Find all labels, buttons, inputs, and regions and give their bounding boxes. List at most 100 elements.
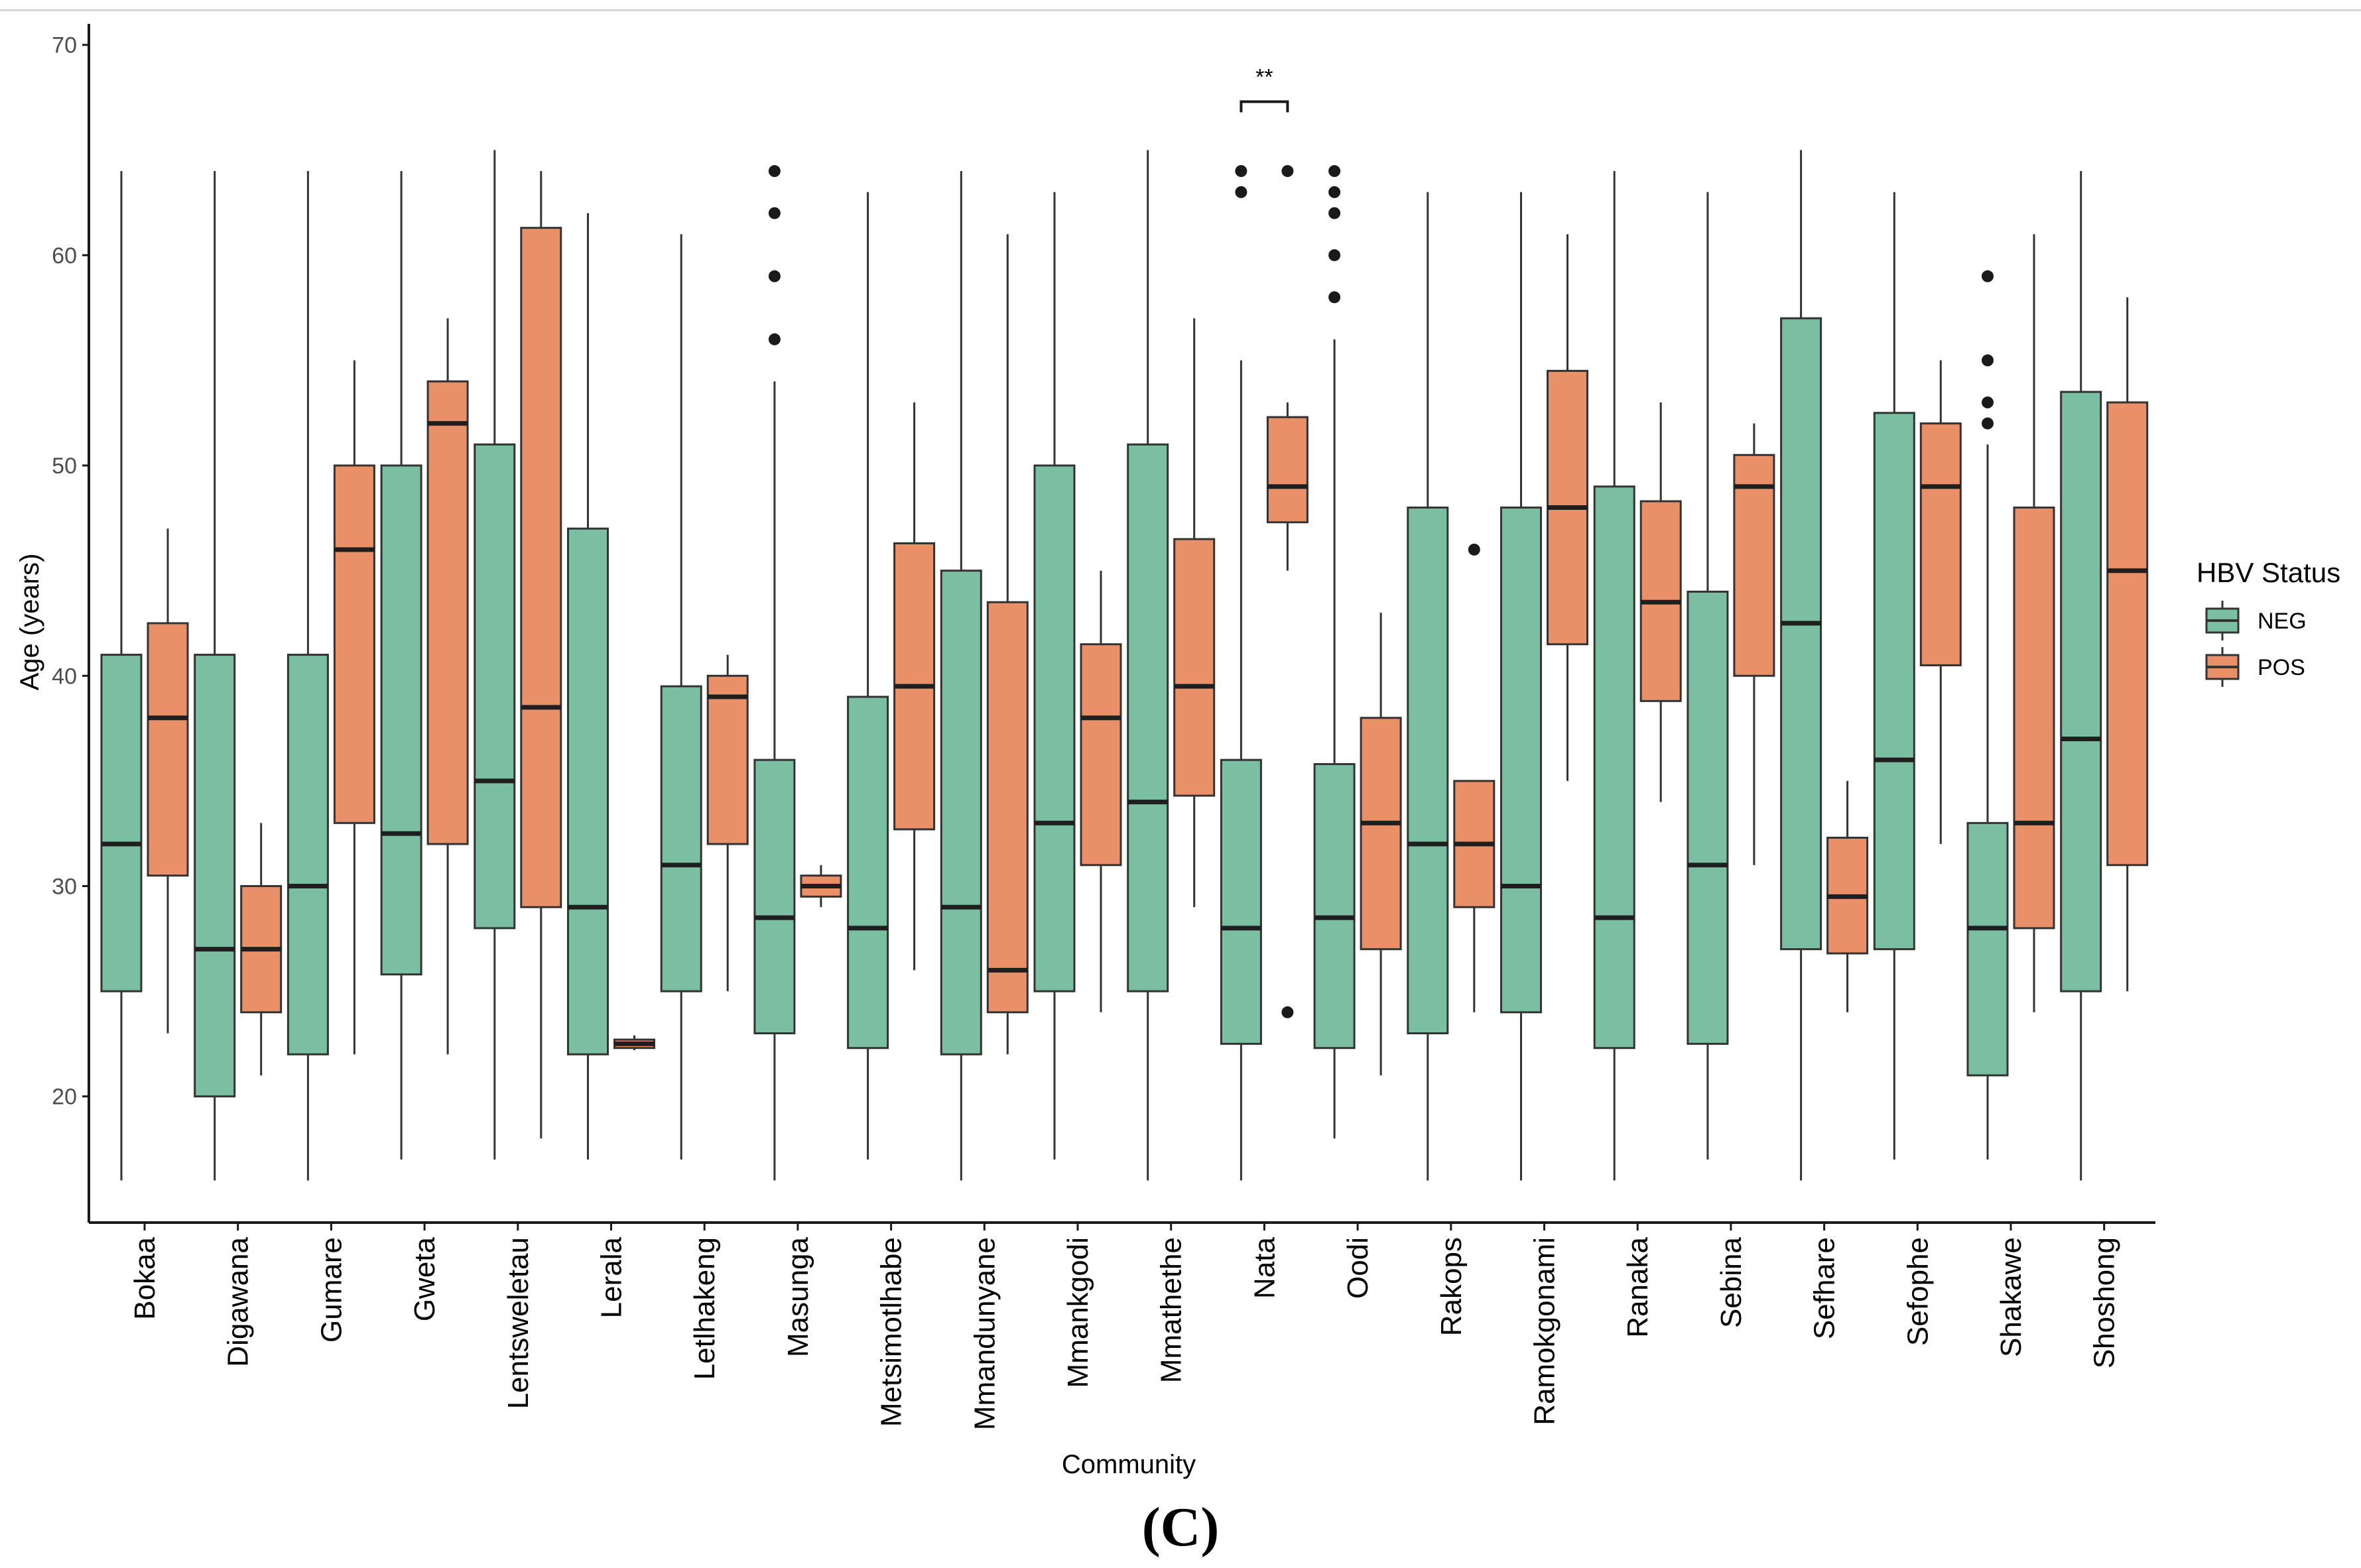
box-neg-lerala — [567, 213, 609, 1160]
box-pos-mmandunyane — [986, 234, 1029, 1055]
box-neg-letlhakeng — [660, 234, 702, 1160]
x-tick-label: Shakawe — [1995, 1237, 2027, 1357]
legend-label-pos: POS — [2258, 655, 2305, 680]
box-iqr — [706, 674, 749, 845]
outlier-point — [1281, 1006, 1294, 1018]
box-pos-nata — [1266, 165, 1308, 1018]
y-tick-label: 40 — [52, 664, 77, 689]
x-tick-label: Sefhare — [1809, 1237, 1841, 1339]
box-iqr — [1966, 821, 2009, 1077]
outlier-point — [1982, 417, 1994, 430]
panel-label: (C) — [1141, 1496, 1220, 1558]
box-iqr — [1313, 763, 1356, 1050]
outlier-point — [768, 207, 781, 219]
box-iqr — [1407, 507, 1449, 1035]
box-iqr — [2106, 401, 2149, 867]
x-tick-label: Bokaa — [129, 1236, 161, 1319]
box-iqr — [1266, 416, 1308, 524]
x-tick-label: Oodi — [1342, 1237, 1374, 1299]
box-iqr — [194, 654, 236, 1098]
outlier-point — [1982, 354, 1994, 367]
box-pos-sebina — [1733, 423, 1775, 865]
box-neg-sefophe — [1873, 192, 1915, 1160]
box-iqr — [426, 380, 469, 845]
significance-bracket — [1240, 100, 1289, 113]
legend: HBV Status NEG POS — [2197, 557, 2340, 687]
y-tick-label: 20 — [52, 1085, 77, 1110]
x-tick-label: Masunga — [782, 1236, 814, 1357]
legend-key-neg — [2205, 601, 2240, 640]
box-iqr — [380, 464, 422, 976]
box-pos-rakops — [1453, 543, 1496, 1012]
y-tick-label: 70 — [52, 33, 77, 58]
box-iqr — [660, 685, 702, 993]
box-iqr — [1780, 317, 1822, 951]
box-iqr — [986, 601, 1029, 1014]
x-tick-label: Sebina — [1715, 1236, 1748, 1328]
outlier-point — [768, 333, 781, 345]
outlier-point — [1328, 165, 1341, 178]
box-iqr — [1220, 758, 1262, 1045]
box-iqr — [940, 570, 982, 1055]
box-neg-gumare — [287, 171, 329, 1181]
box-iqr — [2060, 391, 2102, 993]
box-pos-gweta — [426, 318, 469, 1055]
box-iqr — [753, 758, 796, 1035]
box-neg-digawana — [194, 171, 236, 1181]
box-layer — [100, 150, 2149, 1181]
box-iqr — [147, 622, 189, 877]
x-tick-label: Mmankgodi — [1062, 1237, 1094, 1388]
x-tick-label: Rakops — [1435, 1237, 1468, 1336]
box-neg-masunga — [753, 165, 796, 1181]
box-neg-bokaa — [100, 171, 143, 1181]
box-neg-metsimotlhabe — [847, 192, 889, 1160]
box-iqr — [100, 654, 143, 993]
boxplot-chart: 20 30 40 50 60 70 Bokaa Digawana Gumare Gweta Len… — [15, 24, 2340, 1479]
x-tick-label: Sefophe — [1901, 1237, 1934, 1346]
box-iqr — [567, 527, 609, 1055]
outlier-point — [1468, 543, 1480, 556]
x-axis-ticks: Bokaa Digawana Gumare Gweta Lentsweletau Lera… — [129, 1223, 2121, 1430]
box-iqr — [1033, 464, 1076, 993]
outlier-point — [1281, 165, 1294, 178]
box-pos-shoshong — [2106, 297, 2149, 992]
box-pos-oodi — [1360, 613, 1402, 1075]
box-pos-lentsweletau — [520, 171, 562, 1139]
outlier-point — [1982, 396, 1994, 408]
box-iqr — [474, 443, 516, 930]
box-iqr — [333, 464, 375, 824]
box-neg-oodi — [1313, 165, 1356, 1139]
y-tick-label: 30 — [52, 874, 77, 899]
outlier-point — [1328, 186, 1341, 198]
box-pos-letlhakeng — [706, 654, 749, 992]
box-neg-mmathethe — [1127, 150, 1169, 1181]
box-iqr — [1360, 717, 1402, 951]
box-neg-sebina — [1687, 192, 1729, 1160]
box-pos-shakawe — [2013, 234, 2055, 1012]
y-tick-label: 60 — [52, 243, 77, 269]
box-iqr — [1687, 590, 1729, 1045]
outlier-point — [1982, 270, 1994, 282]
box-neg-mmandunyane — [940, 171, 982, 1181]
x-tick-label: Mmathethe — [1155, 1237, 1188, 1383]
x-tick-label: Lerala — [596, 1236, 628, 1318]
box-iqr — [1080, 643, 1122, 867]
box-pos-metsimotlhabe — [893, 402, 936, 971]
box-neg-shoshong — [2060, 171, 2102, 1181]
box-neg-ramokgonami — [1500, 192, 1542, 1181]
box-neg-rakops — [1407, 192, 1449, 1181]
outlier-point — [1235, 165, 1247, 178]
box-iqr — [1127, 443, 1169, 993]
outlier-point — [1328, 291, 1341, 304]
x-axis-title: Community — [1062, 1450, 1196, 1479]
box-iqr — [1919, 422, 1962, 666]
significance-label: ** — [1255, 64, 1273, 90]
box-iqr — [1873, 412, 1915, 951]
box-pos-ramokgonami — [1547, 234, 1588, 781]
box-iqr — [287, 654, 329, 1055]
x-tick-label: Metsimotlhabe — [875, 1237, 908, 1427]
box-neg-lentsweletau — [474, 150, 516, 1160]
y-axis-ticks: 20 30 40 50 60 70 — [52, 33, 89, 1110]
top-rule — [0, 9, 2361, 11]
x-tick-label: Digawana — [222, 1236, 255, 1366]
